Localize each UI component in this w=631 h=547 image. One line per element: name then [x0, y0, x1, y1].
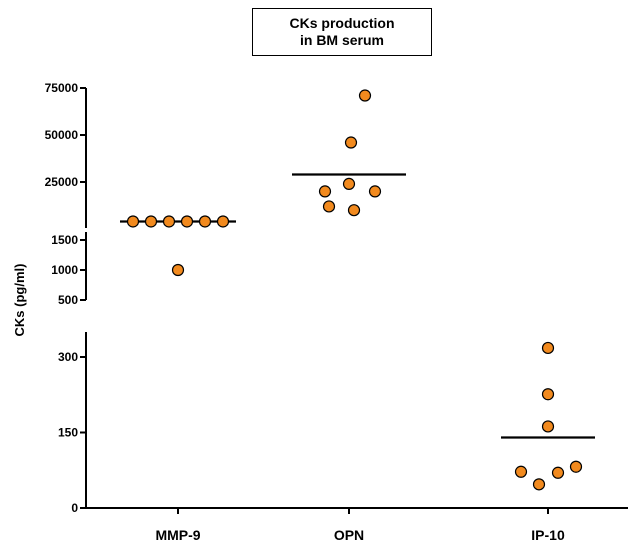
data-point [144, 215, 158, 228]
data-point [344, 136, 358, 149]
data-point [216, 215, 230, 228]
mean-lines [120, 173, 595, 439]
data-point [541, 420, 555, 433]
axes: MMP-9 OPN IP-10 [85, 88, 628, 543]
data-point [569, 460, 583, 473]
data-point [368, 185, 382, 198]
y-tick-label: 50000 [45, 128, 79, 142]
data-point [318, 185, 332, 198]
data-point [342, 177, 356, 190]
data-point [322, 200, 336, 213]
data-point [551, 466, 565, 479]
x-tick-label: OPN [334, 527, 364, 543]
data-point [180, 215, 194, 228]
y-tick-label: 1500 [51, 233, 78, 247]
data-point [358, 89, 372, 102]
chart-title: CKs production in BM serum [252, 8, 432, 56]
y-tick-label: 25000 [45, 175, 79, 189]
y-tick-label: 300 [58, 350, 78, 364]
data-point [171, 263, 185, 277]
y-ticks: 0 150 300 500 1000 1500 25000 50000 75000 [45, 81, 86, 515]
y-tick-label: 500 [58, 293, 78, 307]
data-point [162, 215, 176, 228]
data-point [126, 215, 140, 228]
x-tick-label: MMP-9 [155, 527, 200, 543]
data-point [541, 341, 555, 355]
chart-title-line-1: CKs production [289, 15, 395, 31]
data-point [541, 388, 555, 401]
y-tick-label: 150 [58, 426, 78, 440]
data-point [514, 465, 528, 478]
x-tick-label: IP-10 [531, 527, 565, 543]
y-tick-label: 0 [71, 501, 78, 515]
chart-title-line-2: in BM serum [299, 32, 384, 48]
data-point [198, 215, 212, 228]
data-point [532, 478, 546, 491]
data-points [126, 89, 583, 491]
y-tick-label: 75000 [45, 81, 79, 95]
y-axis-label: CKs (pg/ml) [12, 264, 27, 337]
y-tick-label: 1000 [51, 263, 78, 277]
data-point [347, 204, 361, 217]
